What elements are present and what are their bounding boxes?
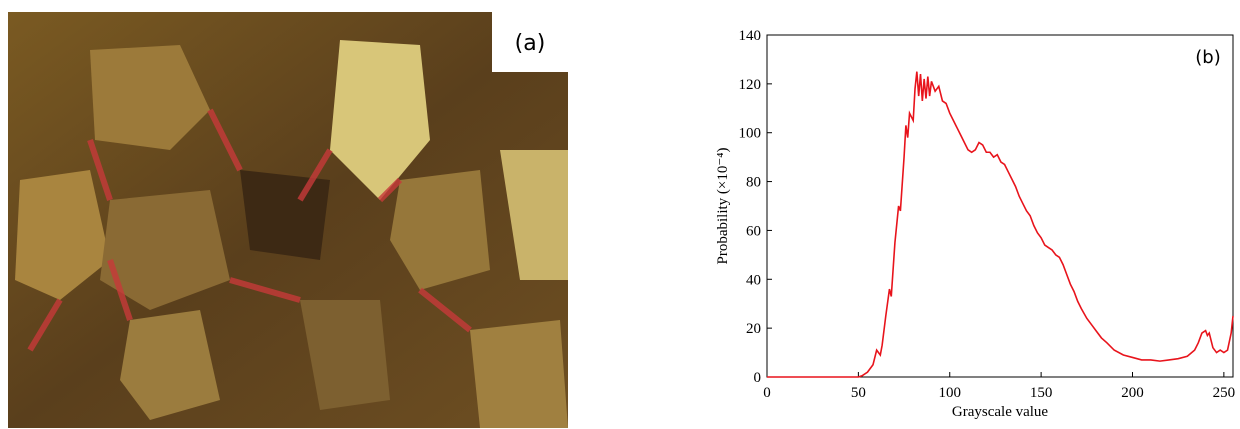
x-tick-label: 0	[763, 385, 771, 401]
y-tick-label: 120	[739, 77, 762, 93]
y-axis-label: Probability (×10⁻⁴)	[715, 147, 731, 264]
y-tick-label: 40	[746, 272, 761, 288]
x-tick-label: 150	[1030, 385, 1053, 401]
figure: (a) (b) Grayscale value Probability (×10…	[0, 0, 1240, 429]
panel-label: (a)	[515, 31, 546, 56]
y-tick-label: 20	[746, 321, 761, 337]
y-tick-label: 100	[739, 126, 762, 142]
plot-frame	[767, 35, 1233, 377]
x-tick-label: 250	[1213, 385, 1236, 401]
micrograph: (a)	[8, 12, 568, 428]
y-tick-label: 80	[746, 175, 761, 191]
panel-label: (b)	[1195, 47, 1220, 68]
data-line	[767, 72, 1233, 377]
y-tick-label: 140	[739, 28, 762, 44]
x-axis-label: Grayscale value	[952, 404, 1049, 420]
x-tick-label: 200	[1121, 385, 1144, 401]
x-tick-label: 100	[938, 385, 961, 401]
y-tick-label: 60	[746, 223, 761, 239]
y-tick-label: 0	[754, 370, 762, 386]
x-tick-label: 50	[851, 385, 866, 401]
